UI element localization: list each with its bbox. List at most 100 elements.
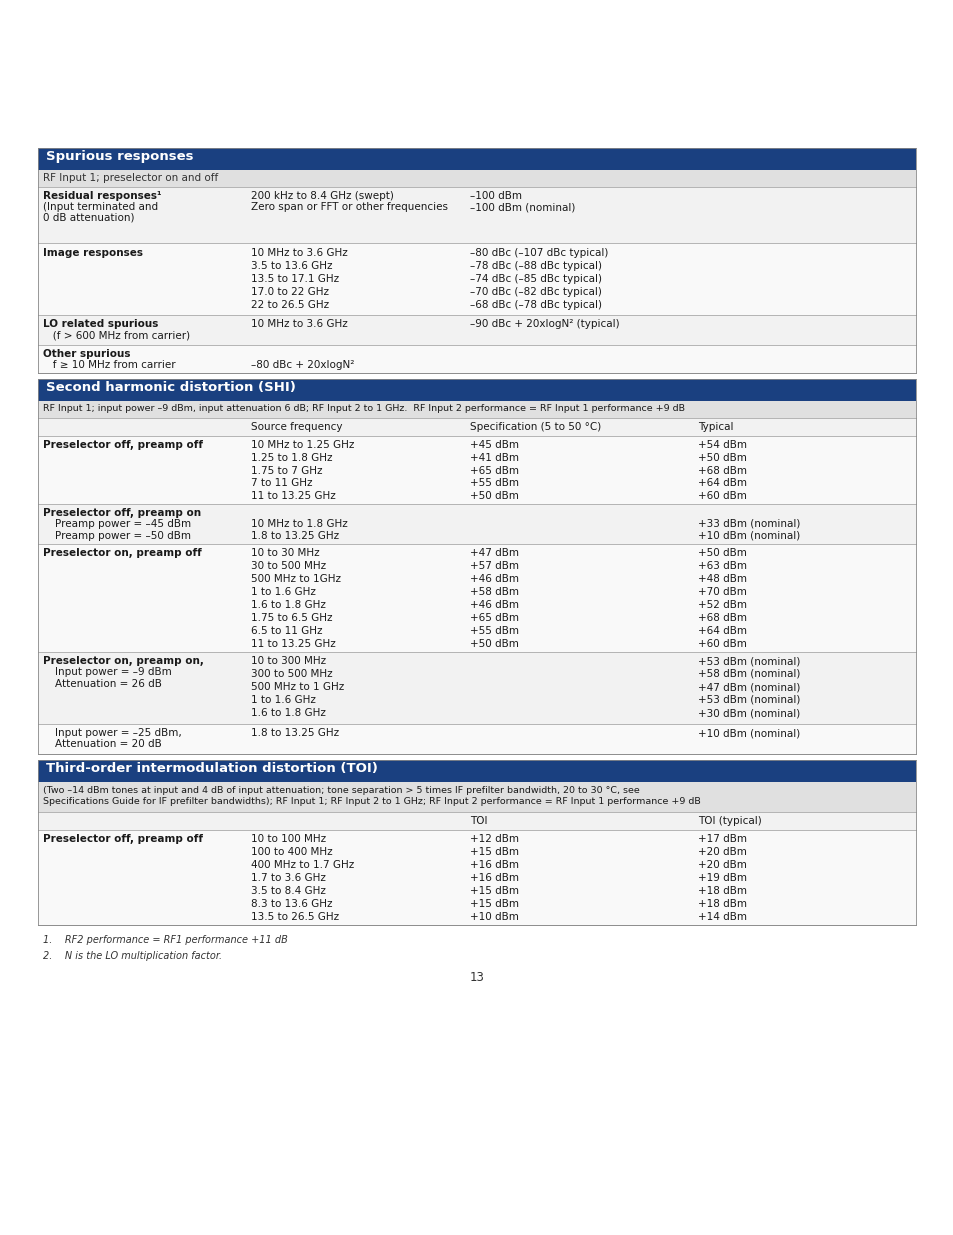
Text: +53 dBm (nominal): +53 dBm (nominal)	[698, 695, 800, 705]
Text: (Input terminated and: (Input terminated and	[43, 203, 158, 212]
Text: Preamp power = –45 dBm: Preamp power = –45 dBm	[55, 519, 191, 529]
Text: +65 dBm: +65 dBm	[470, 613, 518, 622]
Text: Second harmonic distortion (SHI): Second harmonic distortion (SHI)	[46, 382, 295, 394]
Text: 13: 13	[469, 971, 484, 984]
Text: –80 dBc (–107 dBc typical): –80 dBc (–107 dBc typical)	[470, 248, 608, 258]
Text: Image responses: Image responses	[43, 248, 143, 258]
Bar	[38, 760, 915, 782]
Text: +52 dBm: +52 dBm	[698, 600, 746, 610]
Text: Attenuation = 20 dB: Attenuation = 20 dB	[55, 739, 162, 748]
Text: +58 dBm (nominal): +58 dBm (nominal)	[698, 669, 800, 679]
Text: +65 dBm: +65 dBm	[470, 466, 518, 475]
Text: +47 dBm (nominal): +47 dBm (nominal)	[698, 682, 800, 692]
Text: +53 dBm (nominal): +53 dBm (nominal)	[698, 656, 800, 666]
Text: +15 dBm: +15 dBm	[470, 885, 518, 897]
Text: LO related spurious: LO related spurious	[43, 319, 158, 329]
Text: +50 dBm: +50 dBm	[698, 548, 746, 558]
Bar	[38, 782, 915, 811]
Text: +60 dBm: +60 dBm	[698, 638, 746, 650]
Text: Preselector off, preamp off: Preselector off, preamp off	[43, 440, 203, 450]
Text: +46 dBm: +46 dBm	[470, 574, 518, 584]
Text: +58 dBm: +58 dBm	[470, 587, 518, 597]
Text: RF Input 1; preselector on and off: RF Input 1; preselector on and off	[43, 173, 218, 183]
Text: +64 dBm: +64 dBm	[698, 478, 746, 488]
Text: +30 dBm (nominal): +30 dBm (nominal)	[698, 708, 800, 718]
Text: +50 dBm: +50 dBm	[470, 492, 518, 501]
Text: +50 dBm: +50 dBm	[470, 638, 518, 650]
Text: –100 dBm (nominal): –100 dBm (nominal)	[470, 203, 575, 212]
Text: Zero span or FFT or other frequencies: Zero span or FFT or other frequencies	[251, 203, 448, 212]
Text: 8.3 to 13.6 GHz: 8.3 to 13.6 GHz	[251, 899, 333, 909]
Text: 1.8 to 13.25 GHz: 1.8 to 13.25 GHz	[251, 727, 338, 739]
Text: Input power = –9 dBm: Input power = –9 dBm	[55, 667, 172, 677]
Text: +50 dBm: +50 dBm	[698, 453, 746, 463]
Text: 1.6 to 1.8 GHz: 1.6 to 1.8 GHz	[251, 708, 326, 718]
Text: +15 dBm: +15 dBm	[470, 847, 518, 857]
Text: f ≥ 10 MHz from carrier: f ≥ 10 MHz from carrier	[43, 359, 175, 370]
Text: +55 dBm: +55 dBm	[470, 478, 518, 488]
Text: –78 dBc (–88 dBc typical): –78 dBc (–88 dBc typical)	[470, 261, 601, 270]
Text: +33 dBm (nominal): +33 dBm (nominal)	[698, 519, 800, 529]
Text: 6.5 to 11 GHz: 6.5 to 11 GHz	[251, 626, 322, 636]
Text: +48 dBm: +48 dBm	[698, 574, 746, 584]
Text: –74 dBc (–85 dBc typical): –74 dBc (–85 dBc typical)	[470, 274, 601, 284]
Text: +18 dBm: +18 dBm	[698, 885, 746, 897]
Text: +63 dBm: +63 dBm	[698, 561, 746, 571]
Text: +64 dBm: +64 dBm	[698, 626, 746, 636]
Text: Specifications Guide for IF prefilter bandwidths); RF Input 1; RF Input 2 to 1 G: Specifications Guide for IF prefilter ba…	[43, 797, 700, 806]
Text: 0 dB attenuation): 0 dB attenuation)	[43, 212, 134, 224]
Bar	[38, 417, 915, 436]
Text: +68 dBm: +68 dBm	[698, 466, 746, 475]
Text: 22 to 26.5 GHz: 22 to 26.5 GHz	[251, 300, 329, 310]
Text: (Two –14 dBm tones at input and 4 dB of input attenuation; tone separation > 5 t: (Two –14 dBm tones at input and 4 dB of …	[43, 785, 639, 795]
Text: +12 dBm: +12 dBm	[470, 834, 518, 844]
Text: 1 to 1.6 GHz: 1 to 1.6 GHz	[251, 587, 315, 597]
Text: Preselector off, preamp off: Preselector off, preamp off	[43, 834, 203, 844]
Text: +17 dBm: +17 dBm	[698, 834, 746, 844]
Text: +16 dBm: +16 dBm	[470, 873, 518, 883]
Text: 1.7 to 3.6 GHz: 1.7 to 3.6 GHz	[251, 873, 326, 883]
Text: 10 MHz to 3.6 GHz: 10 MHz to 3.6 GHz	[251, 319, 348, 329]
Text: 3.5 to 8.4 GHz: 3.5 to 8.4 GHz	[251, 885, 326, 897]
Bar	[38, 379, 915, 401]
Bar	[38, 652, 915, 724]
Text: 1.75 to 7 GHz: 1.75 to 7 GHz	[251, 466, 322, 475]
Text: 10 to 300 MHz: 10 to 300 MHz	[251, 656, 326, 666]
Text: 3.5 to 13.6 GHz: 3.5 to 13.6 GHz	[251, 261, 333, 270]
Text: +20 dBm: +20 dBm	[698, 860, 746, 869]
Text: 30 to 500 MHz: 30 to 500 MHz	[251, 561, 326, 571]
Bar	[38, 830, 915, 925]
Text: 1.8 to 13.25 GHz: 1.8 to 13.25 GHz	[251, 531, 338, 541]
Text: Input power = –25 dBm,: Input power = –25 dBm,	[55, 727, 182, 739]
Text: Source frequency: Source frequency	[251, 422, 342, 432]
Text: Typical: Typical	[698, 422, 733, 432]
Text: +15 dBm: +15 dBm	[470, 899, 518, 909]
Text: –100 dBm: –100 dBm	[470, 191, 521, 201]
Bar	[38, 724, 915, 755]
Bar	[38, 543, 915, 652]
Text: 100 to 400 MHz: 100 to 400 MHz	[251, 847, 333, 857]
Text: Specification (5 to 50 °C): Specification (5 to 50 °C)	[470, 422, 600, 432]
Text: 400 MHz to 1.7 GHz: 400 MHz to 1.7 GHz	[251, 860, 354, 869]
Text: –70 dBc (–82 dBc typical): –70 dBc (–82 dBc typical)	[470, 287, 601, 296]
Text: Preselector off, preamp on: Preselector off, preamp on	[43, 508, 201, 517]
Text: +60 dBm: +60 dBm	[698, 492, 746, 501]
Bar	[38, 243, 915, 315]
Bar	[38, 148, 915, 170]
Text: 10 MHz to 1.8 GHz: 10 MHz to 1.8 GHz	[251, 519, 348, 529]
Text: 1.    RF2 performance = RF1 performance +11 dB: 1. RF2 performance = RF1 performance +11…	[43, 935, 288, 945]
Text: 13.5 to 26.5 GHz: 13.5 to 26.5 GHz	[251, 911, 338, 923]
Text: –80 dBc + 20xlogN²: –80 dBc + 20xlogN²	[251, 359, 354, 370]
Text: +47 dBm: +47 dBm	[470, 548, 518, 558]
Text: Residual responses¹: Residual responses¹	[43, 191, 161, 201]
Text: +18 dBm: +18 dBm	[698, 899, 746, 909]
Text: +54 dBm: +54 dBm	[698, 440, 746, 450]
Text: TOI (typical): TOI (typical)	[698, 816, 760, 826]
Text: 7 to 11 GHz: 7 to 11 GHz	[251, 478, 313, 488]
Text: +10 dBm (nominal): +10 dBm (nominal)	[698, 531, 800, 541]
Text: 500 MHz to 1GHz: 500 MHz to 1GHz	[251, 574, 340, 584]
Bar	[38, 345, 915, 373]
Text: 10 MHz to 1.25 GHz: 10 MHz to 1.25 GHz	[251, 440, 354, 450]
Text: Attenuation = 26 dB: Attenuation = 26 dB	[55, 679, 162, 689]
Text: 13.5 to 17.1 GHz: 13.5 to 17.1 GHz	[251, 274, 338, 284]
